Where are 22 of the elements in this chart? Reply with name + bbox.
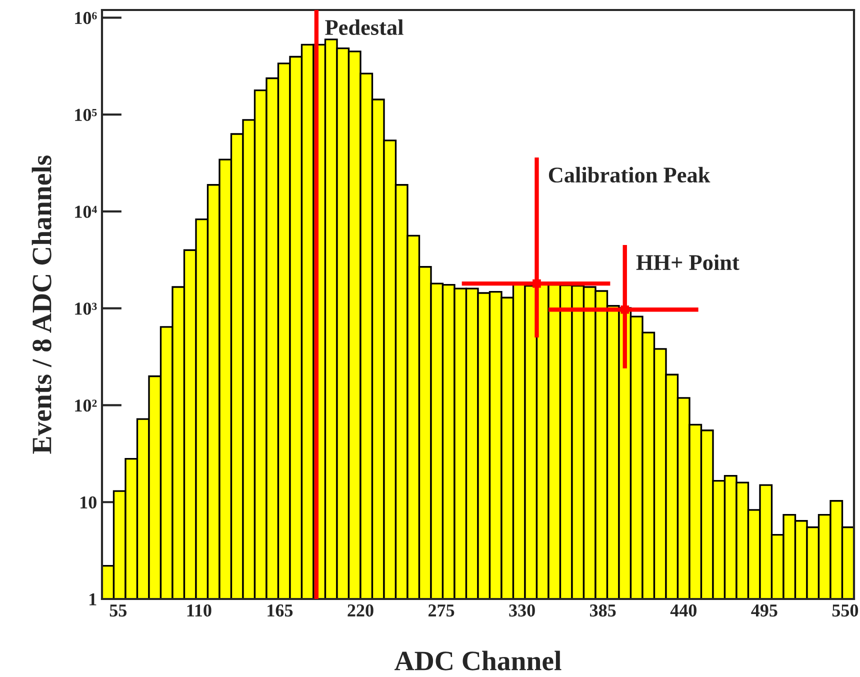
y-axis-title: Events / 8 ADC Channels	[32, 155, 52, 454]
ref-line-label: Pedestal	[325, 19, 404, 36]
y-tick-label: 10³	[75, 302, 97, 315]
x-tick-label: 550	[832, 604, 858, 617]
series-label: HH+ Point	[636, 254, 740, 270]
x-tick-label: 275	[428, 604, 454, 617]
x-tick-label: 330	[509, 604, 535, 617]
x-tick-label: 220	[348, 604, 374, 617]
x-tick-label: 55	[110, 604, 127, 617]
x-tick-label: 495	[751, 604, 778, 617]
text: Calibration Peak	[548, 166, 710, 183]
y-tick-label: 10⁵	[75, 108, 97, 121]
x-tick-label: 110	[187, 604, 212, 617]
y-tick-label: 10²	[75, 399, 97, 412]
x-tick-label: 440	[670, 604, 696, 617]
x-tick-label: 165	[268, 604, 293, 617]
x-axis-title: ADC Channel	[394, 650, 562, 670]
y-tick-label: 10	[80, 496, 96, 509]
y-tick-label: 1	[90, 593, 96, 606]
y-tick-label: 10⁴	[75, 206, 97, 218]
x-tick-label: 385	[590, 604, 616, 617]
y-tick-label: 10⁶	[75, 12, 97, 24]
